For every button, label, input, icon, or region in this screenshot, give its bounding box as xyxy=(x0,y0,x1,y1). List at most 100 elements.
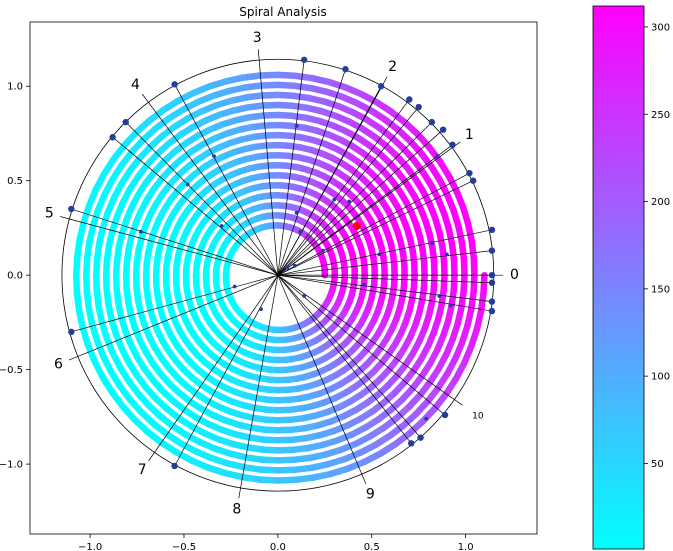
label-ray xyxy=(257,49,279,276)
x-tick-label: 0.5 xyxy=(364,542,380,551)
outer-point xyxy=(407,440,415,447)
inner-point xyxy=(298,229,303,234)
inner-point xyxy=(185,182,190,187)
ray-line xyxy=(277,180,474,276)
outer-point xyxy=(428,118,436,126)
label-ray xyxy=(277,274,463,406)
outer-point xyxy=(417,434,424,441)
label-ray xyxy=(148,274,279,462)
outer-point xyxy=(415,103,422,111)
ray-label: 9 xyxy=(366,486,375,502)
label-ray xyxy=(277,76,388,276)
ray-line xyxy=(277,59,305,276)
label-ray xyxy=(277,141,461,276)
label-ray xyxy=(277,275,367,484)
colorbar-tick-label: 50 xyxy=(651,459,664,470)
inner-point xyxy=(294,124,299,128)
outer-point xyxy=(68,205,75,213)
label-ray xyxy=(68,274,278,361)
outer-point xyxy=(171,81,178,88)
inner-point xyxy=(332,197,337,202)
ray-line xyxy=(174,84,279,276)
colorbar-gradient xyxy=(592,5,645,550)
colorbar-tick-label: 100 xyxy=(651,372,670,383)
inner-point xyxy=(321,248,325,253)
outer-point xyxy=(342,66,349,73)
inner-point xyxy=(232,284,237,289)
ray-label: 2 xyxy=(388,59,397,75)
outer-point xyxy=(68,328,75,336)
ray-line xyxy=(277,172,470,276)
colorbar-tick-label: 300 xyxy=(651,22,670,33)
outer-point xyxy=(488,226,496,234)
ray-label: 4 xyxy=(131,77,140,93)
ray-label: 6 xyxy=(54,356,63,372)
outer-point xyxy=(488,307,496,315)
outer-point xyxy=(449,141,456,149)
ray-line xyxy=(112,136,279,276)
ray-line xyxy=(174,274,279,467)
ray-line xyxy=(277,250,492,276)
outer-point xyxy=(466,169,473,177)
ray-line xyxy=(277,69,346,276)
inner-point xyxy=(448,303,453,308)
inner-point xyxy=(292,263,297,268)
ray-label: 5 xyxy=(45,206,54,222)
inner-point xyxy=(377,252,382,257)
label-ray xyxy=(60,216,278,276)
x-tick-label: 1.0 xyxy=(458,542,474,551)
y-tick-label: 0.5 xyxy=(7,176,23,187)
ray-line xyxy=(125,121,279,276)
colorbar-tick-label: 200 xyxy=(651,197,670,208)
ray-label: 1 xyxy=(465,127,474,143)
ray-line xyxy=(71,274,278,333)
ray-line xyxy=(277,274,412,444)
inner-point xyxy=(219,224,224,228)
inner-point xyxy=(429,241,434,245)
ray-label: 10 xyxy=(472,412,484,422)
highlight-point xyxy=(352,222,361,231)
plot-area xyxy=(60,49,504,499)
inner-point xyxy=(424,416,429,421)
outer-point xyxy=(122,118,129,126)
spiral-segment xyxy=(480,271,488,297)
ray-line xyxy=(277,106,419,276)
ray-line xyxy=(277,144,453,276)
inner-point xyxy=(138,229,143,234)
inner-point xyxy=(294,210,299,215)
ray-line xyxy=(71,208,278,276)
outer-point xyxy=(439,126,447,133)
y-tick-label: −0.5 xyxy=(0,365,23,376)
inner-point xyxy=(259,307,263,312)
axes: −1.0 −0.5 0.0 0.5 1.0 −1.0 −0.5 0.0 0.5 1.0 xyxy=(0,82,474,551)
ray-line xyxy=(277,121,433,276)
spiral xyxy=(73,71,488,484)
outer-point xyxy=(109,134,116,141)
outer-point xyxy=(406,96,413,103)
ray-line xyxy=(277,274,492,312)
colorbar: 50 100 150 200 250 300 xyxy=(592,5,670,550)
inner-point xyxy=(212,154,216,159)
ray-label: 8 xyxy=(232,502,241,518)
outer-point xyxy=(488,279,496,286)
outer-point xyxy=(488,271,496,279)
inner-point xyxy=(362,282,367,287)
chart-title: Spiral Analysis xyxy=(239,5,326,19)
ray-line xyxy=(277,274,421,438)
ray-line xyxy=(277,274,446,416)
inner-point xyxy=(285,265,290,270)
label-ray xyxy=(238,275,279,499)
inner-point xyxy=(302,294,307,298)
outer-point xyxy=(469,177,477,184)
inner-point xyxy=(435,154,440,159)
inner-point xyxy=(347,199,352,204)
outer-point xyxy=(300,56,308,63)
plot-frame xyxy=(29,21,538,535)
inner-point xyxy=(444,252,449,257)
outer-point xyxy=(488,247,496,254)
colorbar-tick-label: 150 xyxy=(651,284,670,295)
x-tick-label: 0.0 xyxy=(270,542,286,551)
ray-line xyxy=(277,99,410,276)
ray-label: 0 xyxy=(510,267,519,283)
